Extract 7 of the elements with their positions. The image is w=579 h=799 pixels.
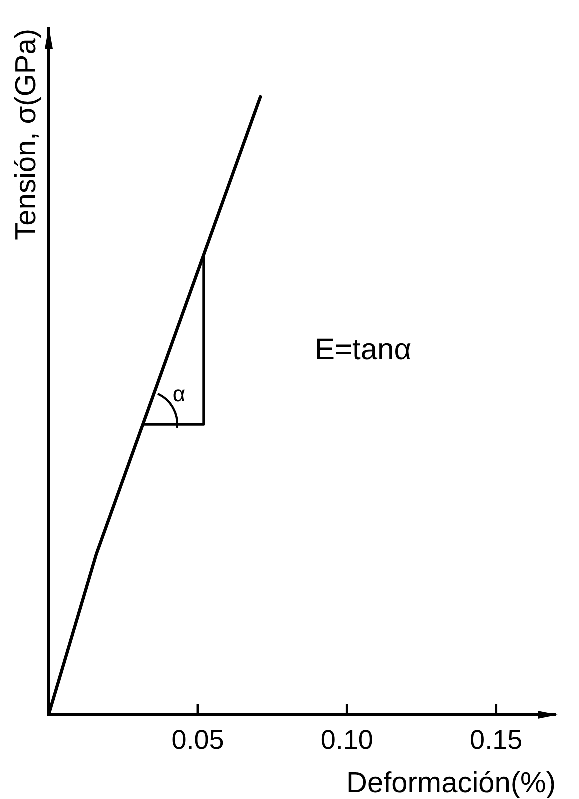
- x-axis-title: Deformación(%): [346, 768, 556, 799]
- x-tick-label: 0.10: [320, 724, 374, 755]
- annotation: α: [172, 382, 186, 407]
- annotation: E=tanα: [314, 334, 412, 367]
- x-tick-label: 0.15: [470, 724, 523, 755]
- x-tick-label: 0.05: [172, 724, 224, 755]
- y-axis-title: Tensión, σ(GPa): [10, 29, 42, 240]
